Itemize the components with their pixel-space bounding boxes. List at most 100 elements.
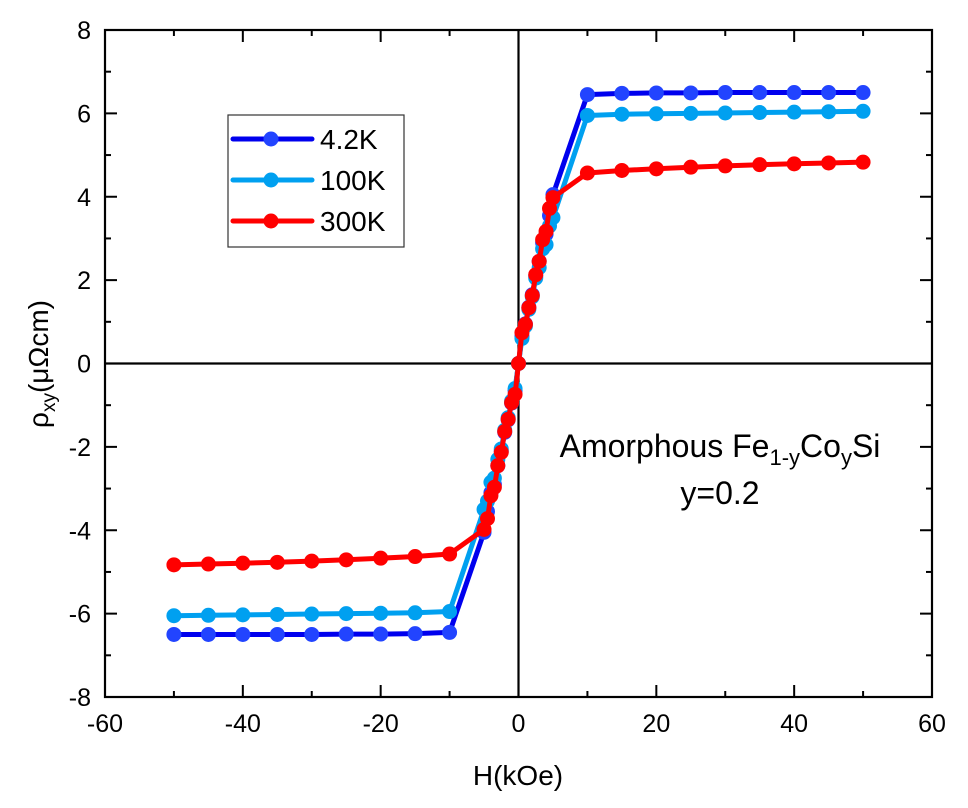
data-point xyxy=(717,158,733,174)
legend-marker xyxy=(263,131,279,147)
y-axis-title-symbol: ρ xyxy=(23,412,54,428)
y-axis-title-unit: (μΩcm) xyxy=(23,300,54,393)
data-point xyxy=(373,626,389,642)
data-point xyxy=(786,156,802,172)
series-layer xyxy=(166,85,871,642)
annotation-subscript-2: y xyxy=(841,445,852,470)
data-point xyxy=(235,607,251,623)
series-300k xyxy=(166,154,871,573)
data-point xyxy=(235,555,251,571)
data-point xyxy=(407,549,423,565)
legend-marker xyxy=(263,213,279,229)
y-tick-label: -6 xyxy=(69,601,91,629)
legend: 4.2K 100K 300K xyxy=(227,114,405,248)
data-point xyxy=(579,107,595,123)
x-tick-label: -20 xyxy=(363,710,399,738)
data-point xyxy=(490,458,506,474)
data-point xyxy=(752,157,768,173)
data-point xyxy=(786,104,802,120)
annotation-suffix: Si xyxy=(852,428,880,464)
y-tick-label: 4 xyxy=(77,184,91,212)
data-point xyxy=(528,267,544,283)
data-point xyxy=(269,626,285,642)
annotation-line-1: Amorphous Fe1-yCoySi xyxy=(560,428,881,470)
x-axis-title: H(kOe) xyxy=(473,760,563,791)
data-point xyxy=(821,104,837,120)
data-point xyxy=(493,444,509,460)
data-point xyxy=(683,85,699,101)
legend-label: 100K xyxy=(320,165,386,196)
data-point xyxy=(683,105,699,121)
x-tick-label: -40 xyxy=(225,710,261,738)
legend-marker xyxy=(263,172,279,188)
data-point xyxy=(500,411,516,427)
data-point xyxy=(752,105,768,121)
x-tick-label: 40 xyxy=(780,710,808,738)
y-tick-label: 6 xyxy=(77,100,91,128)
data-point xyxy=(579,87,595,103)
data-point xyxy=(614,162,630,178)
legend-item-300k: 300K xyxy=(230,206,386,237)
data-point xyxy=(521,300,537,316)
x-tick-label: 20 xyxy=(642,710,670,738)
data-point xyxy=(855,154,871,170)
svg-text:ρxy(μΩcm): ρxy(μΩcm) xyxy=(23,300,60,428)
data-point xyxy=(648,85,664,101)
annotation-prefix: Amorphous Fe xyxy=(560,428,770,464)
data-point xyxy=(614,106,630,122)
data-point xyxy=(235,626,251,642)
data-point xyxy=(752,85,768,101)
data-point xyxy=(407,626,423,642)
y-tick-label: 0 xyxy=(77,351,91,379)
data-point xyxy=(269,554,285,570)
data-point xyxy=(200,607,216,623)
annotation-subscript-1: 1-y xyxy=(769,445,800,470)
y-tick-label: 2 xyxy=(77,267,91,295)
data-point xyxy=(648,161,664,177)
sample-annotation: Amorphous Fe1-yCoySi y=0.2 xyxy=(560,428,881,511)
y-tick-label: -8 xyxy=(69,684,91,712)
y-axis-ticks: -8 -6 -4 -2 0 2 4 6 8 xyxy=(69,17,932,712)
x-tick-label: 0 xyxy=(512,710,526,738)
data-point xyxy=(538,223,554,239)
data-point xyxy=(517,316,533,332)
legend-entries: 4.2K 100K 300K xyxy=(230,124,386,237)
legend-item-100k: 100K xyxy=(230,165,386,196)
data-point xyxy=(304,626,320,642)
annotation-mid: Co xyxy=(800,428,841,464)
data-point xyxy=(507,386,523,402)
data-point xyxy=(166,557,182,573)
data-point xyxy=(338,552,354,568)
data-point xyxy=(200,556,216,572)
data-point xyxy=(855,103,871,119)
data-point xyxy=(373,605,389,621)
data-point xyxy=(717,85,733,101)
data-point xyxy=(579,165,595,181)
data-point xyxy=(821,155,837,171)
data-point xyxy=(338,606,354,622)
data-point xyxy=(166,608,182,624)
legend-label: 300K xyxy=(320,206,386,237)
data-point xyxy=(407,605,423,621)
data-point xyxy=(166,626,182,642)
data-point xyxy=(304,606,320,622)
legend-item-42k: 4.2K xyxy=(230,124,378,155)
data-point xyxy=(531,253,547,269)
data-point xyxy=(442,604,458,620)
data-point xyxy=(338,626,354,642)
data-point xyxy=(479,511,495,527)
legend-label: 4.2K xyxy=(320,124,378,155)
data-point xyxy=(442,546,458,562)
x-tick-label: -60 xyxy=(87,710,123,738)
data-point xyxy=(855,85,871,101)
y-axis-title-subscript: xy xyxy=(39,393,60,413)
data-point xyxy=(373,550,389,566)
x-tick-label: 60 xyxy=(918,710,946,738)
data-point xyxy=(786,85,802,101)
data-point xyxy=(545,190,561,206)
data-point xyxy=(200,626,216,642)
data-point xyxy=(442,624,458,640)
y-tick-label: -4 xyxy=(69,517,91,545)
data-point xyxy=(821,85,837,101)
